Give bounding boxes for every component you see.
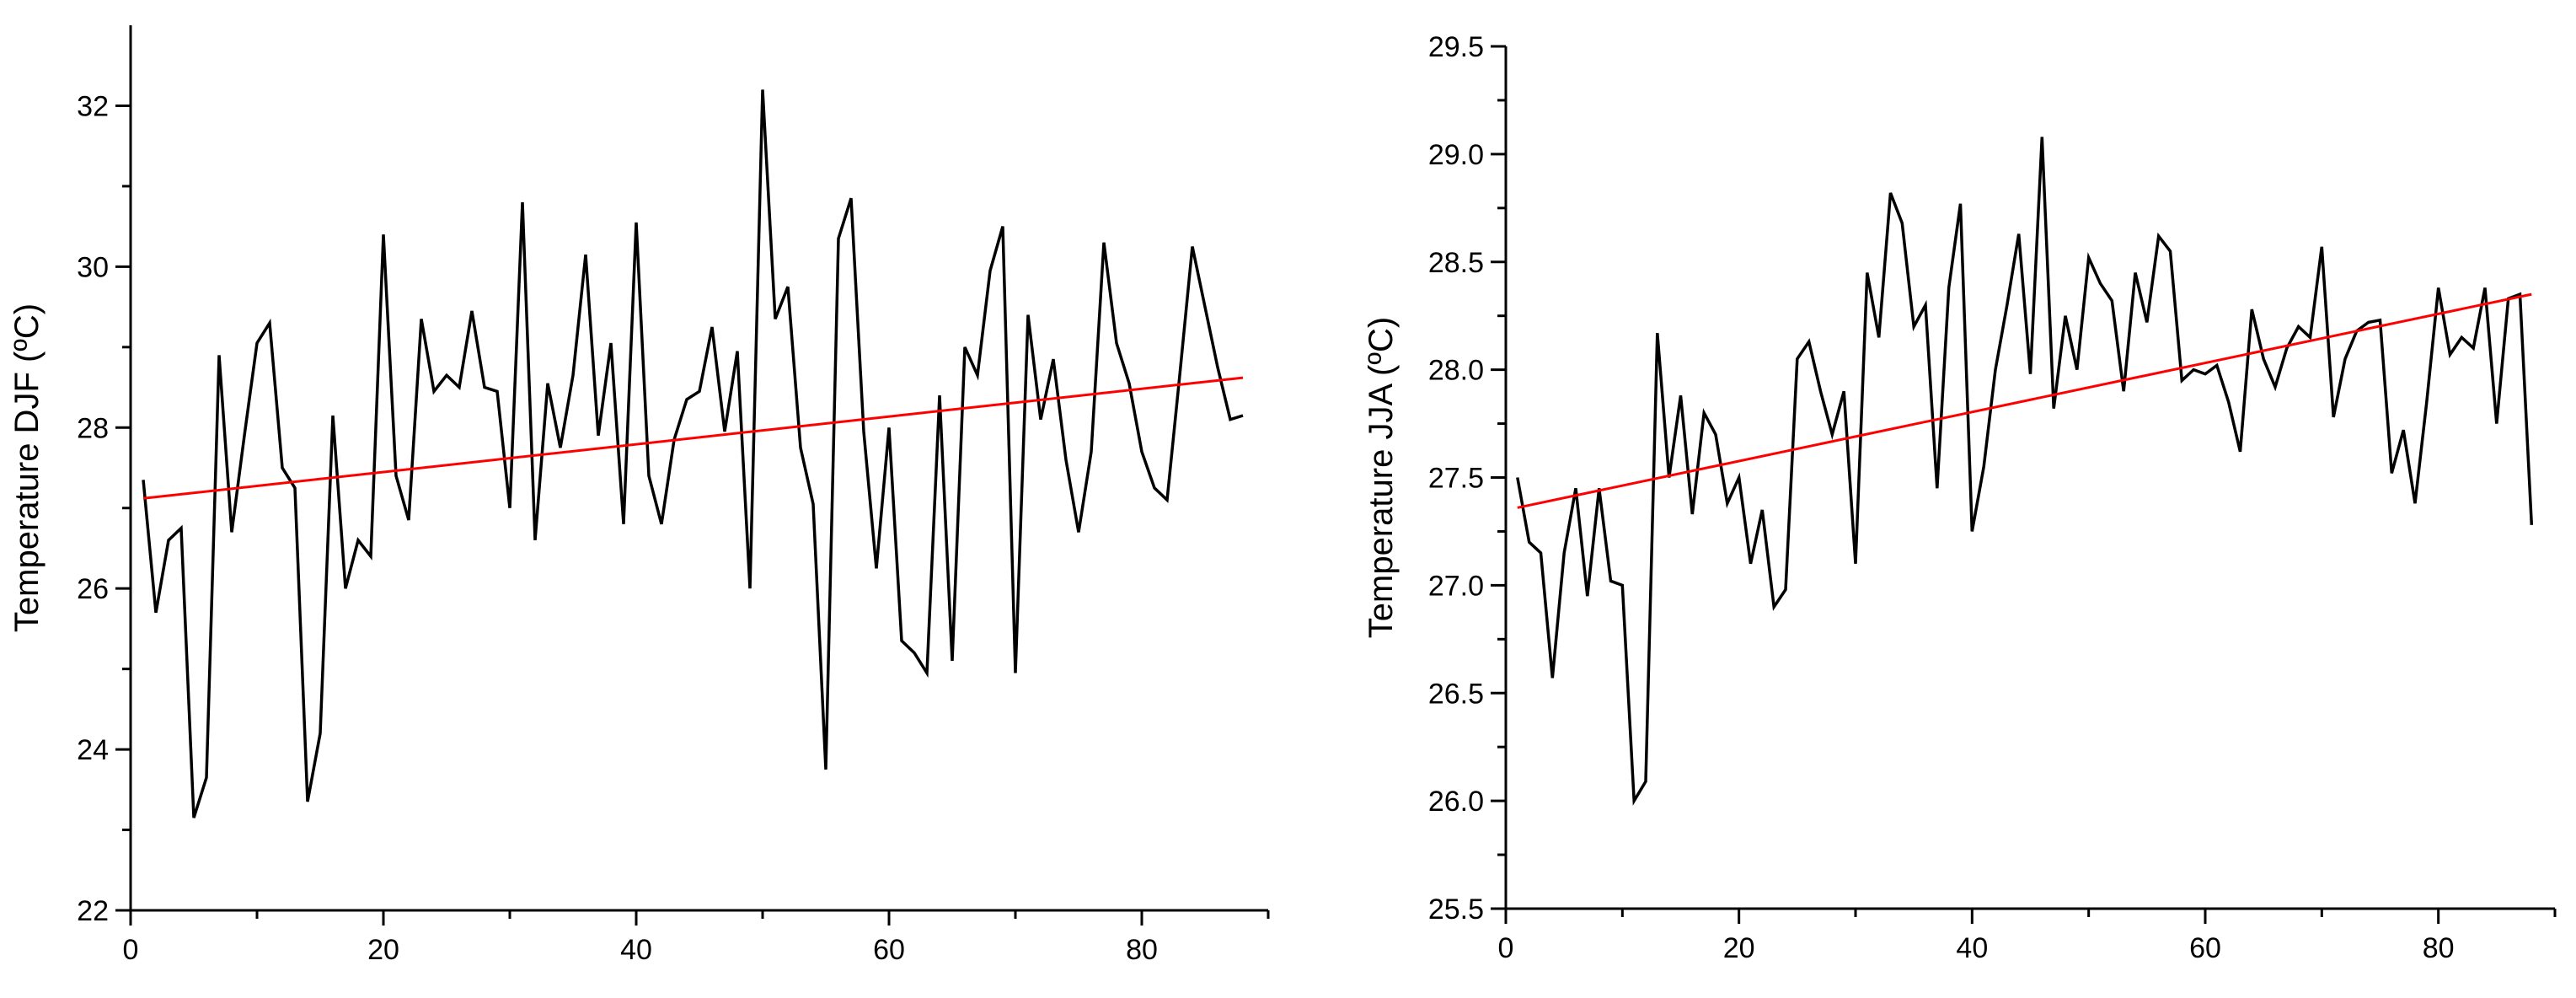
y-tick-label: 24 [77, 734, 109, 766]
y-tick-label: 26.0 [1428, 786, 1484, 818]
chart-panel-2: 0 20 40 60 80 25.5 26.0 26.5 27.0 27.5 28.0 28.5 29.… [1363, 31, 2557, 964]
y-tick-label: 26 [77, 573, 109, 605]
y-tick-label: 28 [77, 412, 109, 444]
x-tick-label: 40 [1956, 932, 1988, 964]
y-tick-label: 22 [77, 895, 109, 927]
x-tick-label: 0 [123, 934, 139, 966]
y-tick-label: 29.0 [1428, 139, 1484, 171]
x-tick-label: 60 [873, 934, 905, 966]
y-tick-label: 26.5 [1428, 678, 1484, 710]
x-tick-label: 80 [1126, 934, 1158, 966]
y-axis-title: Temperature JJA (ºC) [1363, 317, 1400, 638]
x-tick-label: 0 [1498, 932, 1514, 964]
y-tick-label: 28.0 [1428, 355, 1484, 387]
y-tick-label: 29.5 [1428, 31, 1484, 63]
trend-line [142, 376, 1244, 500]
x-tick-label: 60 [2189, 932, 2221, 964]
x-tick-label: 20 [1723, 932, 1755, 964]
x-tick-label: 20 [367, 934, 399, 966]
temperature-series-line [1516, 137, 2534, 806]
chart-panel-1: 0 20 40 60 80 22 24 26 28 30 32 Temperature DJF (ºC… [8, 25, 1270, 966]
y-tick-label: 27.5 [1428, 463, 1484, 495]
y-tick-label: 28.5 [1428, 247, 1484, 279]
x-tick-label: 40 [620, 934, 652, 966]
temperature-series-line [142, 89, 1244, 818]
y-tick-label: 27.0 [1428, 570, 1484, 602]
y-axis-title: Temperature DJF (ºC) [8, 303, 46, 632]
trend-line [1517, 292, 2532, 509]
y-tick-label: 30 [77, 251, 109, 283]
x-tick-label: 80 [2423, 932, 2455, 964]
y-tick-label: 32 [77, 90, 109, 122]
y-tick-label: 25.5 [1428, 893, 1484, 926]
